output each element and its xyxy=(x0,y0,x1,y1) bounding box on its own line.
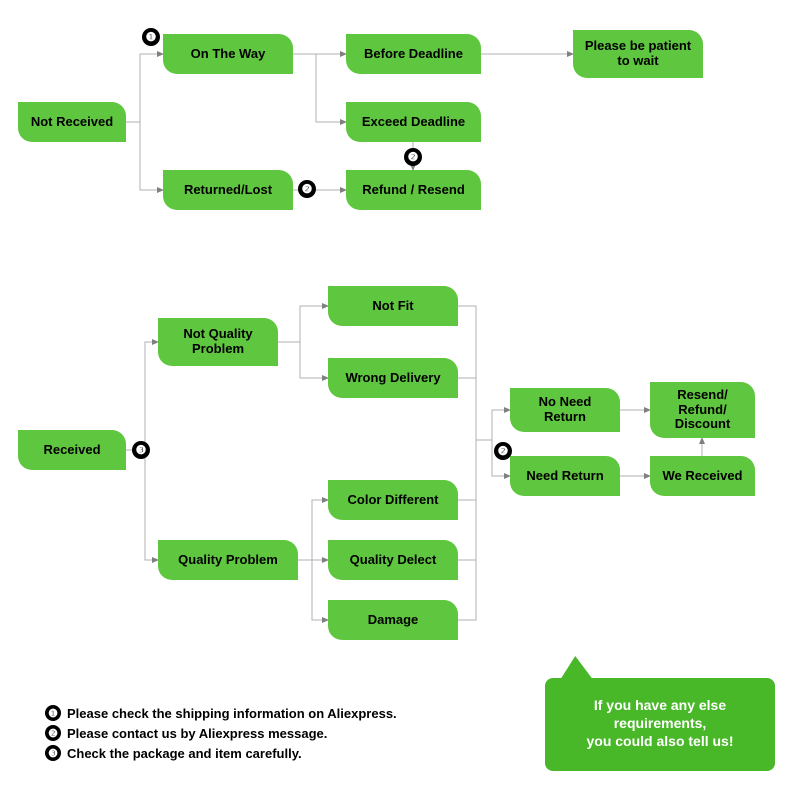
node-we-received: We Received xyxy=(650,456,755,496)
node-not-received: Not Received xyxy=(18,102,126,142)
badge-5: ❷ xyxy=(494,442,512,460)
legend-row-3: ❸ Check the package and item carefully. xyxy=(45,745,397,761)
edge-16 xyxy=(458,440,476,500)
legend-num-icon: ❶ xyxy=(45,705,61,721)
bubble-body: If you have any else requirements,you co… xyxy=(545,678,775,771)
legend-row-1: ❶ Please check the shipping information o… xyxy=(45,705,397,721)
node-no-need-return: No Need Return xyxy=(510,388,620,432)
legend-row-2: ❷ Please contact us by Aliexpress message… xyxy=(45,725,397,741)
speech-bubble: If you have any else requirements,you co… xyxy=(545,678,775,771)
node-refund-resend: Refund / Resend xyxy=(346,170,481,210)
legend-text: Check the package and item carefully. xyxy=(67,746,302,761)
badge-1: ❶ xyxy=(142,28,160,46)
badge-4: ❸ xyxy=(132,441,150,459)
edge-7 xyxy=(126,342,158,450)
edge-19 xyxy=(476,410,510,440)
badge-2: ❷ xyxy=(298,180,316,198)
node-received: Received xyxy=(18,430,126,470)
node-please-wait: Please be patient to wait xyxy=(573,30,703,78)
node-not-fit: Not Fit xyxy=(328,286,458,326)
legend-text: Please contact us by Aliexpress message. xyxy=(67,726,327,741)
edge-0 xyxy=(126,54,163,122)
edge-10 xyxy=(278,342,328,378)
node-damage: Damage xyxy=(328,600,458,640)
node-exceed-deadline: Exceed Deadline xyxy=(346,102,481,142)
edge-8 xyxy=(126,450,158,560)
bubble-line1: If you have any else requirements, xyxy=(565,696,755,732)
node-color-different: Color Different xyxy=(328,480,458,520)
node-quality-defect: Quality Delect xyxy=(328,540,458,580)
legend: ❶ Please check the shipping information o… xyxy=(45,701,397,765)
edge-3 xyxy=(293,54,346,122)
badge-3: ❷ xyxy=(404,148,422,166)
node-need-return: Need Return xyxy=(510,456,620,496)
bubble-line2: you could also tell us! xyxy=(565,732,755,750)
legend-num-icon: ❷ xyxy=(45,725,61,741)
edge-1 xyxy=(126,122,163,190)
node-quality-problem: Quality Problem xyxy=(158,540,298,580)
edge-14 xyxy=(458,306,476,440)
legend-text: Please check the shipping information on… xyxy=(67,706,397,721)
node-before-deadline: Before Deadline xyxy=(346,34,481,74)
node-wrong-delivery: Wrong Delivery xyxy=(328,358,458,398)
edge-13 xyxy=(298,560,328,620)
node-not-quality: Not Quality Problem xyxy=(158,318,278,366)
node-resend-refund: Resend/ Refund/ Discount xyxy=(650,382,755,438)
legend-num-icon: ❸ xyxy=(45,745,61,761)
edge-9 xyxy=(278,306,328,342)
edge-18 xyxy=(458,440,476,620)
node-on-the-way: On The Way xyxy=(163,34,293,74)
edge-11 xyxy=(298,500,328,560)
node-returned-lost: Returned/Lost xyxy=(163,170,293,210)
